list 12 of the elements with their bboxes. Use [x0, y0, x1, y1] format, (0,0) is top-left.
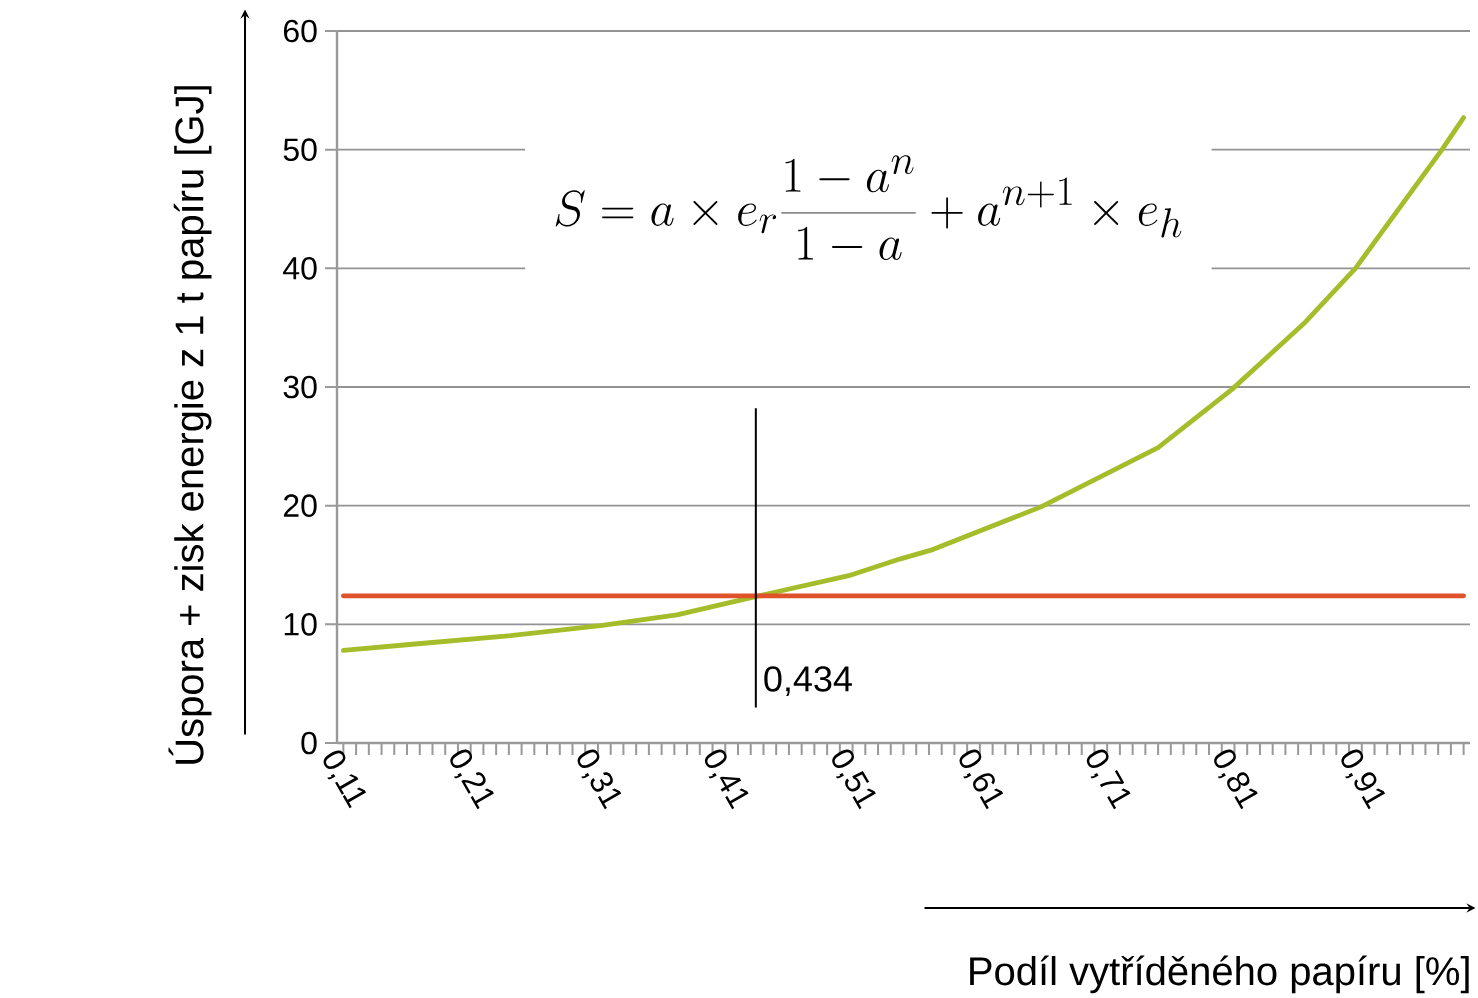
- y-tick-label: 30: [283, 375, 317, 399]
- y-tick-label: 40: [283, 257, 317, 280]
- y-tick-label: 20: [283, 494, 317, 517]
- y-tick-label: 10: [284, 613, 317, 636]
- y-tick-label: 50: [283, 138, 317, 161]
- y-axis-title: Úspora + zisk energie z 1 t papíru [GJ]: [168, 86, 212, 764]
- ref-line-label: 0,434: [764, 666, 852, 696]
- y-tick-label: 0: [301, 731, 317, 755]
- y-tick-label: 60: [283, 19, 317, 43]
- x-axis-title: Podíl vytříděného papíru [%]: [970, 955, 1469, 994]
- annotation: $S = a \times e_r \frac{1-a^n}{1-a} + a^{n+1} \times e_h$: [555, 155, 1182, 261]
- line-series: [340, 115, 1467, 653]
